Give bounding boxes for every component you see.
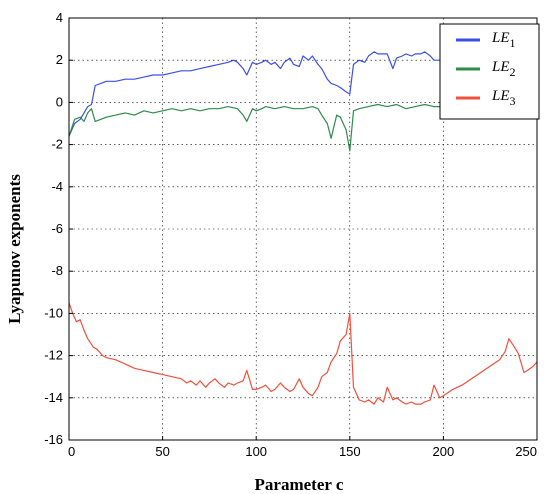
series-line-le2 — [68, 103, 444, 152]
series-line-le3 — [68, 302, 538, 405]
legend-label-le2: LE2 — [491, 59, 516, 79]
x-tick-label: 50 — [155, 444, 169, 459]
x-tick-label: 0 — [68, 444, 75, 459]
y-tick-label: -6 — [51, 221, 63, 236]
y-tick-label: -10 — [44, 305, 63, 320]
legend-label-le3: LE3 — [491, 88, 516, 108]
y-tick-label: 0 — [56, 94, 63, 109]
legend: LE1 LE2 LE3 — [439, 23, 540, 120]
x-axis-label: Parameter c — [255, 475, 344, 494]
x-tick-label: 100 — [245, 444, 267, 459]
y-tick-label: 2 — [56, 52, 63, 67]
tick-labels: 0 50 100 150 200 250 4 2 0 -2 -4 -6 -8 -10 -12 -14 -16 — [44, 10, 538, 459]
legend-label-le1: LE1 — [491, 30, 516, 50]
x-tick-label: 150 — [339, 444, 361, 459]
y-tick-label: 4 — [56, 10, 63, 25]
plot-area — [68, 51, 538, 405]
y-axis-label: Lyapunov exponents — [5, 174, 24, 324]
grid-lines — [69, 18, 537, 440]
legend-box — [439, 23, 540, 120]
y-tick-label: -12 — [44, 348, 63, 363]
y-tick-label: -4 — [51, 179, 63, 194]
y-tick-label: -16 — [44, 432, 63, 447]
x-tick-label: 200 — [433, 444, 455, 459]
x-tick-label: 250 — [515, 444, 537, 459]
y-tick-label: -14 — [44, 390, 63, 405]
y-tick-label: -8 — [51, 263, 63, 278]
series-line-le1 — [68, 51, 444, 137]
y-tick-label: -2 — [51, 137, 63, 152]
